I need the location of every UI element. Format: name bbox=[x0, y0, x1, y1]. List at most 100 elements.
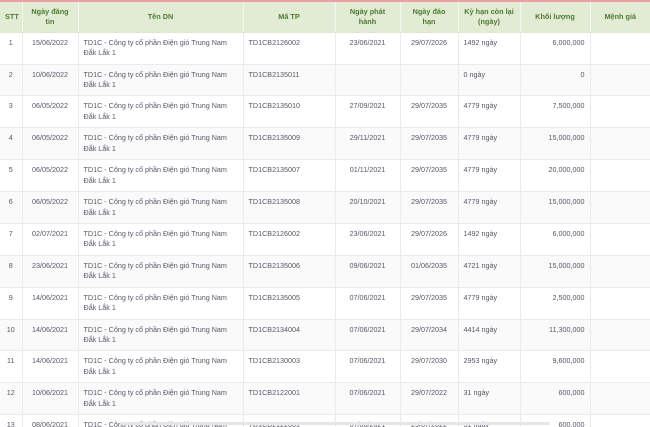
cell-bond-code: TD1CB2126002 bbox=[243, 32, 336, 65]
horizontal-scrollbar[interactable] bbox=[120, 422, 550, 425]
cell-issue-date: 23/06/2021 bbox=[335, 223, 401, 256]
cell-posted-date: 23/06/2021 bbox=[22, 255, 79, 288]
cell-company-name: TD1C - Công ty cổ phần Điện gió Trung Na… bbox=[78, 127, 244, 161]
column-header-issue-date[interactable]: Ngày phát hành bbox=[335, 0, 401, 33]
cell-issue-date: 01/11/2021 bbox=[335, 159, 401, 193]
cell-volume: 15,000,000 bbox=[520, 127, 591, 161]
cell-company-name: TD1C - Công ty cổ phần Điện gió Trung Na… bbox=[78, 64, 244, 97]
table-row[interactable]: 3 06/05/2022 TD1C - Công ty cổ phần Điện g… bbox=[0, 95, 650, 129]
cell-issue-date: 23/06/2021 bbox=[335, 32, 401, 65]
cell-bond-code: TD1CB2122001 bbox=[243, 382, 336, 416]
cell-par-value bbox=[590, 223, 650, 256]
cell-bond-code: TD1CB2134004 bbox=[243, 319, 336, 352]
table-row[interactable]: 5 06/05/2022 TD1C - Công ty cổ phần Điện g… bbox=[0, 159, 650, 193]
cell-stt: 12 bbox=[0, 382, 23, 416]
cell-par-value bbox=[590, 127, 650, 161]
cell-company-name: TD1C - Công ty cổ phần Điện gió Trung Na… bbox=[78, 223, 244, 256]
cell-stt: 4 bbox=[0, 127, 23, 161]
cell-remaining-term: 4779 ngày bbox=[458, 95, 521, 129]
cell-bond-code: TD1CB2130003 bbox=[243, 350, 336, 384]
cell-remaining-term: 4779 ngày bbox=[458, 287, 521, 320]
cell-posted-date: 10/06/2022 bbox=[22, 64, 79, 97]
cell-posted-date: 10/06/2021 bbox=[22, 382, 79, 416]
cell-maturity-date: 29/07/2035 bbox=[400, 127, 459, 161]
cell-bond-code: TD1CB2135008 bbox=[243, 191, 336, 224]
column-header-volume[interactable]: Khối lượng bbox=[520, 0, 591, 33]
remaining-term-label-line2: (ngày) bbox=[478, 16, 500, 26]
cell-volume: 20,000,000 bbox=[520, 159, 591, 193]
cell-bond-code: TD1CB2126002 bbox=[243, 223, 336, 256]
cell-remaining-term: 1492 ngày bbox=[458, 32, 521, 65]
cell-maturity-date: 29/07/2026 bbox=[400, 223, 459, 256]
cell-remaining-term: 31 ngày bbox=[458, 414, 521, 427]
cell-stt: 5 bbox=[0, 159, 23, 193]
cell-issue-date: 07/06/2021 bbox=[335, 319, 401, 352]
cell-maturity-date: 29/07/2035 bbox=[400, 287, 459, 320]
cell-par-value bbox=[590, 255, 650, 288]
cell-issue-date bbox=[335, 64, 401, 97]
table-row[interactable]: 9 14/06/2021 TD1C - Công ty cổ phần Điện g… bbox=[0, 287, 650, 320]
table-row[interactable]: 8 23/06/2021 TD1C - Công ty cổ phần Điện g… bbox=[0, 255, 650, 288]
column-header-par-value[interactable]: Mệnh giá bbox=[590, 0, 650, 33]
cell-maturity-date: 01/06/2035 bbox=[400, 255, 459, 288]
cell-remaining-term: 0 ngày bbox=[458, 64, 521, 97]
cell-maturity-date bbox=[400, 64, 459, 97]
cell-volume: 15,000,000 bbox=[520, 191, 591, 224]
table-row[interactable]: 12 10/06/2021 TD1C - Công ty cổ phần Điện … bbox=[0, 382, 650, 416]
table-row[interactable]: 1 15/06/2022 TD1C - Công ty cổ phần Điện g… bbox=[0, 32, 650, 65]
cell-maturity-date: 29/07/2026 bbox=[400, 32, 459, 65]
cell-par-value bbox=[590, 414, 650, 427]
cell-company-name: TD1C - Công ty cổ phần Điện gió Trung Na… bbox=[78, 319, 244, 352]
cell-stt: 7 bbox=[0, 223, 23, 256]
cell-par-value bbox=[590, 287, 650, 320]
cell-stt: 13 bbox=[0, 414, 23, 427]
cell-volume: 7,500,000 bbox=[520, 95, 591, 129]
cell-company-name: TD1C - Công ty cổ phần Điện gió Trung Na… bbox=[78, 32, 244, 65]
column-header-bond-code[interactable]: Mã TP bbox=[243, 0, 336, 33]
cell-remaining-term: 4779 ngày bbox=[458, 159, 521, 193]
cell-volume: 600,000 bbox=[520, 382, 591, 416]
cell-company-name: TD1C - Công ty cổ phần Điện gió Trung Na… bbox=[78, 159, 244, 193]
cell-bond-code: TD1CB2135011 bbox=[243, 64, 336, 97]
table-header-row: STT Ngày đăng tin Tên DN Mã TP Ngày phát… bbox=[0, 0, 650, 33]
cell-remaining-term: 4779 ngày bbox=[458, 127, 521, 161]
cell-posted-date: 08/06/2021 bbox=[22, 414, 79, 427]
cell-company-name: TD1C - Công ty cổ phần Điện gió Trung Na… bbox=[78, 287, 244, 320]
cell-volume: 11,300,000 bbox=[520, 319, 591, 352]
cell-bond-code: TD1CB2135009 bbox=[243, 127, 336, 161]
table-row[interactable]: 10 14/06/2021 TD1C - Công ty cổ phần Điện … bbox=[0, 319, 650, 352]
table-row[interactable]: 11 14/06/2021 TD1C - Công ty cổ phần Điện … bbox=[0, 350, 650, 384]
cell-issue-date: 07/06/2021 bbox=[335, 414, 401, 427]
cell-stt: 6 bbox=[0, 191, 23, 224]
cell-par-value bbox=[590, 382, 650, 416]
cell-company-name: TD1C - Công ty cổ phần Điện gió Trung Na… bbox=[78, 382, 244, 416]
column-header-stt[interactable]: STT bbox=[0, 0, 23, 33]
column-header-remaining-term[interactable]: Kỳ hạn còn lại (ngày) bbox=[458, 0, 521, 33]
column-header-posted-date[interactable]: Ngày đăng tin bbox=[22, 0, 79, 33]
cell-issue-date: 09/06/2021 bbox=[335, 255, 401, 288]
remaining-term-label-line1: Kỳ hạn còn lại bbox=[464, 7, 514, 16]
cell-maturity-date: 29/07/2034 bbox=[400, 319, 459, 352]
cell-stt: 2 bbox=[0, 64, 23, 97]
cell-maturity-date: 29/07/2022 bbox=[400, 414, 459, 427]
table-row[interactable]: 4 06/05/2022 TD1C - Công ty cổ phần Điện g… bbox=[0, 127, 650, 161]
column-header-maturity-date[interactable]: Ngày đáo hạn bbox=[400, 0, 459, 33]
cell-maturity-date: 29/07/2035 bbox=[400, 95, 459, 129]
cell-volume: 2,500,000 bbox=[520, 287, 591, 320]
column-header-company-name[interactable]: Tên DN bbox=[78, 0, 244, 33]
cell-par-value bbox=[590, 95, 650, 129]
cell-issue-date: 07/06/2021 bbox=[335, 350, 401, 384]
cell-par-value bbox=[590, 32, 650, 65]
cell-posted-date: 06/05/2022 bbox=[22, 95, 79, 129]
table-row[interactable]: 6 06/05/2022 TD1C - Công ty cổ phần Điện g… bbox=[0, 191, 650, 224]
cell-company-name: TD1C - Công ty cổ phần Điện gió Trung Na… bbox=[78, 255, 244, 288]
table-row[interactable]: 7 02/07/2021 TD1C - Công ty cổ phần Điện g… bbox=[0, 223, 650, 256]
table-header: STT Ngày đăng tin Tên DN Mã TP Ngày phát… bbox=[0, 0, 650, 33]
cell-posted-date: 06/05/2022 bbox=[22, 159, 79, 193]
table-row[interactable]: 2 10/06/2022 TD1C - Công ty cổ phần Điện g… bbox=[0, 64, 650, 97]
cell-stt: 11 bbox=[0, 350, 23, 384]
cell-remaining-term: 31 ngày bbox=[458, 382, 521, 416]
